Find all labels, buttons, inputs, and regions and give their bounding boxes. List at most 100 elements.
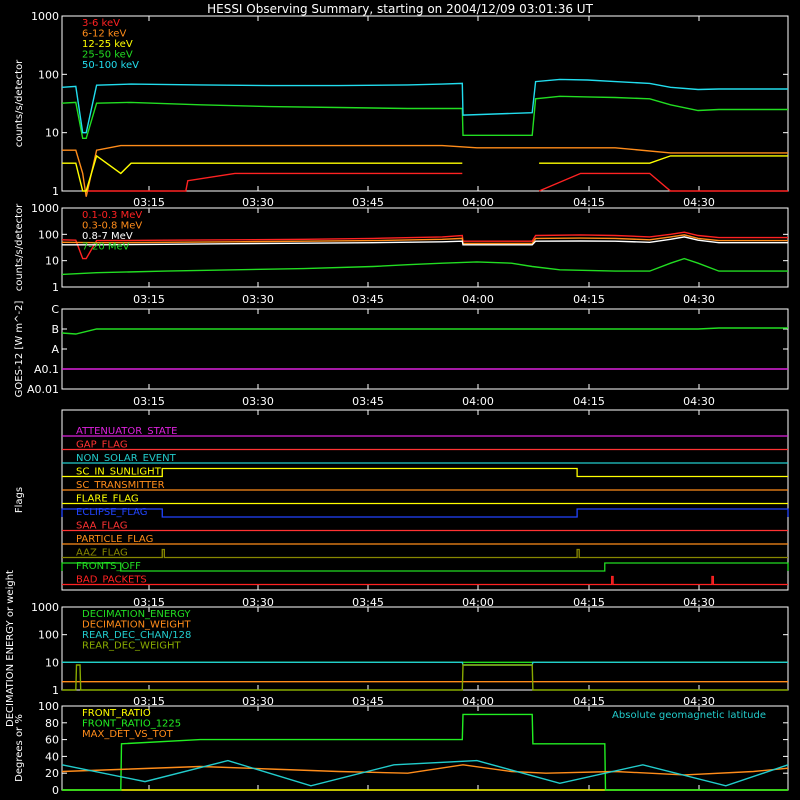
series-line <box>62 713 788 791</box>
y-tick-label: A0.01 <box>27 383 59 396</box>
x-tick-label: 03:45 <box>352 596 384 609</box>
y-tick-label: 1000 <box>31 202 59 215</box>
x-tick-label: 03:30 <box>242 395 274 408</box>
legend-entry: 3-6 keV <box>82 18 120 29</box>
x-tick-label: 04:15 <box>573 293 605 306</box>
legend-entry: REAR_DEC_CHAN/128 <box>82 630 191 641</box>
legend-entry: 0.8-7 MeV <box>82 231 133 242</box>
flag-label: ATTENUATOR_STATE <box>76 426 177 437</box>
legend-entry: FRONT_RATIO_1225 <box>82 719 181 730</box>
series-line <box>61 95 788 139</box>
series-line <box>61 78 788 134</box>
x-tick-label: 04:30 <box>683 395 715 408</box>
x-tick-label: 04:00 <box>462 695 494 708</box>
y-tick-label: B <box>51 323 59 336</box>
y-tick-label: 1000 <box>31 10 59 23</box>
y-tick-label: 1000 <box>31 601 59 614</box>
y-axis-label: DECIMATION ENERGY or weight <box>5 570 16 727</box>
series-line <box>62 664 788 691</box>
x-tick-label: 03:30 <box>242 293 274 306</box>
series-line <box>62 154 788 192</box>
x-tick-label: 04:00 <box>462 293 494 306</box>
legend-entry: REAR_DEC_WEIGHT <box>82 641 181 652</box>
x-tick-label: 03:45 <box>352 395 384 408</box>
flag-label: BAD_PACKETS <box>76 575 147 586</box>
y-tick-label: 0 <box>52 784 59 797</box>
x-tick-label: 03:45 <box>352 293 384 306</box>
x-tick-label: 03:45 <box>352 695 384 708</box>
flag-label: SC_IN_SUNLIGHT <box>76 467 162 478</box>
flag-label: NON_SOLAR_EVENT <box>76 453 177 464</box>
legend-entry: 0.1-0.3 MeV <box>82 210 142 221</box>
series-line <box>86 172 788 192</box>
y-tick-label: 10 <box>45 656 59 669</box>
x-tick-label: 04:30 <box>683 293 715 306</box>
flag-line <box>62 548 788 559</box>
y-tick-label: 1 <box>52 281 59 294</box>
legend-entry: 7-20 MeV <box>82 242 130 253</box>
x-tick-label: 04:15 <box>573 596 605 609</box>
flag-label: FRONTS_OFF <box>76 561 141 572</box>
y-tick-label: 60 <box>45 734 59 747</box>
flag-line <box>61 562 789 572</box>
flag-label: SC_TRANSMITTER <box>76 480 165 491</box>
y-axis-label: Degrees or % <box>14 714 25 782</box>
series-line <box>62 236 788 246</box>
y-tick-label: 1 <box>52 185 59 198</box>
panel-frame <box>61 207 789 288</box>
legend-entry: 12-25 keV <box>82 39 133 50</box>
y-tick-label: A <box>51 343 59 356</box>
flag-line <box>61 508 789 518</box>
series-line <box>61 759 789 787</box>
y-tick-label: C <box>51 303 59 316</box>
y-tick-label: 1 <box>52 684 59 697</box>
flag-label: ECLIPSE_FLAG <box>76 507 147 518</box>
x-tick-label: 04:00 <box>462 395 494 408</box>
legend-entry: 25-50 keV <box>82 50 133 61</box>
legend-entry: 50-100 keV <box>82 60 139 71</box>
legend-entry: FRONT_RATIO <box>82 708 151 719</box>
y-tick-label: 80 <box>45 717 59 730</box>
panel-frame <box>61 15 789 192</box>
x-tick-label: 04:30 <box>683 196 715 209</box>
flag-line <box>62 575 788 586</box>
y-axis-label: counts/s/detector <box>14 59 25 147</box>
x-tick-label: 04:00 <box>462 596 494 609</box>
x-tick-label: 03:30 <box>242 695 274 708</box>
y-tick-label: 40 <box>45 750 59 763</box>
x-tick-label: 03:15 <box>133 196 165 209</box>
y-axis-label: counts/s/detector <box>14 203 25 291</box>
chart-title: HESSI Observing Summary, starting on 200… <box>207 2 593 16</box>
x-tick-label: 03:30 <box>242 596 274 609</box>
y-axis-label: Flags <box>14 487 25 513</box>
legend-entry: 0.3-0.8 MeV <box>82 221 142 232</box>
x-tick-label: 04:15 <box>573 695 605 708</box>
x-tick-label: 04:30 <box>683 695 715 708</box>
flag-label: AAZ_FLAG <box>76 548 128 559</box>
x-tick-label: 04:15 <box>573 196 605 209</box>
series-line <box>62 144 788 197</box>
flag-label: GAP_FLAG <box>76 440 128 451</box>
legend-entry: DECIMATION_WEIGHT <box>82 620 191 631</box>
y-tick-label: 100 <box>38 629 59 642</box>
y-axis-label: GOES-12 [W m^-2] <box>14 301 25 398</box>
y-tick-label: 100 <box>38 700 59 713</box>
annotation-text: Absolute geomagnetic latitude <box>612 710 766 721</box>
y-tick-label: 10 <box>45 255 59 268</box>
y-tick-label: A0.1 <box>34 363 59 376</box>
flag-line <box>62 467 788 478</box>
x-tick-label: 03:45 <box>352 196 384 209</box>
series-line <box>61 234 788 245</box>
x-tick-label: 03:30 <box>242 196 274 209</box>
series-line <box>61 327 788 335</box>
x-tick-label: 03:15 <box>133 293 165 306</box>
x-tick-label: 03:15 <box>133 395 165 408</box>
flag-label: SAA_FLAG <box>76 521 127 532</box>
y-tick-label: 100 <box>38 68 59 81</box>
panel-frame <box>61 409 789 591</box>
legend-entry: 6-12 keV <box>82 29 126 40</box>
x-tick-label: 04:30 <box>683 596 715 609</box>
legend-entry: MAX_DET_VS_TOT <box>82 729 174 740</box>
